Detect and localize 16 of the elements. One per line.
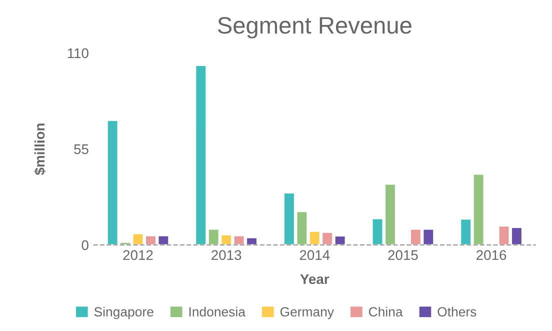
x-axis-title: Year (300, 274, 330, 284)
legend-label: Others (438, 306, 476, 317)
x-tick-label: 2015 (388, 250, 418, 260)
y-tick-label: 55 (74, 144, 88, 154)
y-axis-title: $million (34, 124, 46, 176)
chart-title: Segment Revenue (218, 17, 412, 38)
x-tick-label: 2012 (123, 250, 153, 260)
x-tick-label: 2016 (476, 250, 506, 260)
legend-label: Indonesia (189, 306, 246, 317)
x-tick-label: 2013 (212, 250, 242, 260)
legend-label: China (368, 306, 403, 317)
legend-label: Singapore (94, 306, 154, 320)
y-tick-label: 0 (82, 240, 88, 250)
y-tick-label: 110 (68, 48, 88, 58)
x-tick-label: 2014 (300, 250, 330, 260)
legend-label: Germany (280, 307, 334, 320)
